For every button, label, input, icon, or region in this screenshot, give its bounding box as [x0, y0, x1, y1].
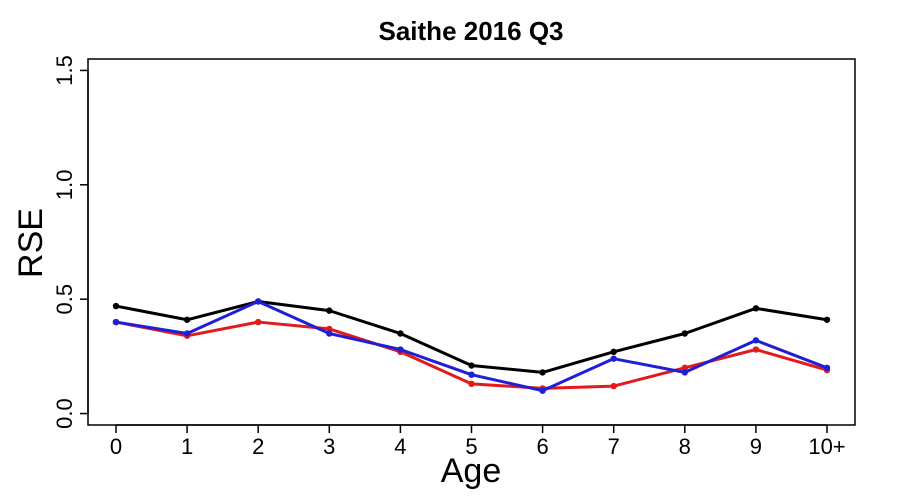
series-1-point	[823, 316, 831, 323]
series-1-point	[752, 305, 760, 312]
series-3-point	[468, 371, 475, 378]
series-2-point	[610, 382, 617, 390]
series-1-point	[183, 316, 191, 323]
y-tick-label: 0.0	[52, 398, 77, 429]
series-2-point	[326, 325, 333, 333]
series-1-point	[610, 348, 617, 355]
series-layer	[112, 298, 831, 394]
x-tick-label: 2	[252, 434, 264, 459]
series-1-point	[681, 330, 688, 337]
series-1-point	[397, 330, 404, 337]
series-3-point	[610, 355, 617, 362]
y-axis: 0.0 0.5 1.0 1.5	[52, 55, 89, 429]
series-3-point	[681, 369, 688, 376]
series-3-point	[397, 346, 404, 353]
chart-title: Saithe 2016 Q3	[379, 16, 564, 46]
series-2-point	[681, 364, 688, 372]
x-tick-label: 6	[536, 434, 548, 459]
x-tick-label: 10+	[808, 434, 845, 459]
series-1-point	[326, 307, 333, 314]
y-axis-label: RSE	[12, 208, 50, 278]
plot-area	[87, 58, 856, 426]
series-1-point	[468, 362, 475, 369]
y-tick-label: 0.5	[52, 284, 77, 315]
series-3-point	[255, 298, 262, 305]
series-3-point	[183, 330, 191, 337]
series-3-point	[752, 337, 760, 344]
series-line-1	[115, 299, 828, 374]
x-tick-label: 4	[394, 434, 406, 459]
x-tick-label: 0	[110, 434, 122, 459]
x-axis-label: Age	[441, 452, 502, 490]
x-tick-label: 9	[750, 434, 762, 459]
series-3-point	[539, 387, 546, 394]
series-3-point	[326, 330, 333, 337]
series-1-point	[112, 302, 120, 310]
x-tick-label: 3	[323, 434, 335, 459]
y-tick-label: 1.0	[52, 170, 77, 201]
x-tick-label: 7	[608, 434, 620, 459]
x-tick-label: 5	[465, 434, 477, 459]
series-2-point	[752, 346, 760, 353]
series-3-point	[112, 318, 120, 326]
y-tick-label: 1.5	[52, 55, 77, 86]
x-tick-label: 8	[679, 434, 691, 459]
series-3-point	[823, 364, 831, 372]
x-axis: 0 1 2 3 4 5 6 7 8 9 10+	[110, 424, 846, 459]
series-2-point	[468, 380, 475, 388]
series-1-point	[539, 369, 546, 376]
series-2-point	[255, 318, 262, 326]
x-tick-label: 1	[181, 434, 193, 459]
